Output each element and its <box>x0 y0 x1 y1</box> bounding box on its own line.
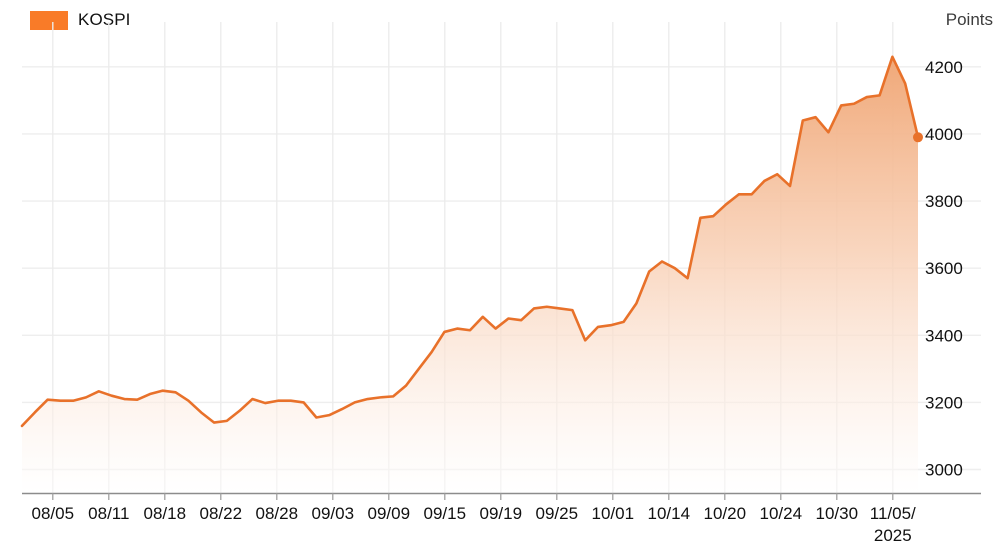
x-tick-label: 10/24 <box>760 504 803 523</box>
y-tick-label: 3200 <box>925 393 963 412</box>
y-tick-label: 3000 <box>925 461 963 480</box>
x-tick-marks <box>52 493 894 500</box>
x-tick-label: 09/09 <box>368 504 411 523</box>
series-line <box>20 55 920 428</box>
x-tick-label: 10/01 <box>592 504 635 523</box>
y-tick-labels: 3000 3200 3400 3600 3800 4000 4200 <box>925 58 963 480</box>
x-tick-label: 08/28 <box>256 504 299 523</box>
x-tick-labels: 08/05 08/11 08/18 08/22 08/28 09/03 09/09 09/15… <box>32 504 917 545</box>
x-tick-label: 09/19 <box>480 504 523 523</box>
x-tick-label: 09/15 <box>424 504 467 523</box>
legend-color-swatch <box>30 10 68 30</box>
y-tick-label: 3400 <box>925 326 963 345</box>
y-tick-label: 4000 <box>925 125 963 144</box>
legend-series-label: KOSPI <box>78 10 131 29</box>
x-tick-label: 10/20 <box>704 504 747 523</box>
x-tick-label: 08/05 <box>32 504 75 523</box>
x-tick-label-year: 2025 <box>874 526 912 545</box>
y-tick-label: 3600 <box>925 259 963 278</box>
x-tick-label: 08/18 <box>144 504 187 523</box>
y-tick-label: 3800 <box>925 192 963 211</box>
chart-legend: KOSPI <box>30 8 130 32</box>
x-tick-label: 10/14 <box>648 504 691 523</box>
x-tick-label: 09/03 <box>312 504 355 523</box>
x-tick-label: 10/30 <box>816 504 859 523</box>
x-tick-label: 08/11 <box>88 504 129 523</box>
x-tick-label: 08/22 <box>200 504 243 523</box>
last-point-marker <box>913 132 923 143</box>
x-tick-label: 11/05/ <box>870 504 916 523</box>
series-area-fill <box>22 56 918 493</box>
y-tick-label: 4200 <box>925 58 963 77</box>
x-tick-label: 09/25 <box>536 504 579 523</box>
y-axis-unit-label: Points <box>945 10 993 29</box>
